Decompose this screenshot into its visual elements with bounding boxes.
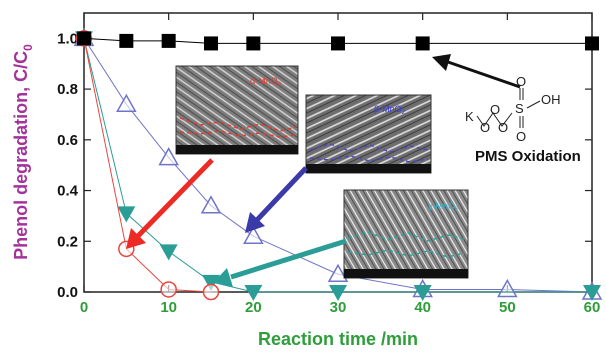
data-point-blue — [327, 263, 349, 282]
x-tick-label: 10 — [160, 299, 177, 316]
data-point-blue — [116, 93, 137, 113]
inset-label-alpha: α-MnO2 — [250, 76, 282, 88]
y-tick-labels: 0.0 0.2 0.4 0.6 0.8 1.0 — [57, 30, 79, 301]
series-line-teal — [83, 38, 592, 293]
arrow-teal — [214, 238, 347, 287]
data-point-blue — [243, 225, 264, 244]
data-point-pms — [331, 36, 345, 51]
arrow-black — [432, 54, 521, 89]
data-point-blue — [200, 195, 222, 214]
data-point-pms — [415, 36, 430, 51]
x-tick-label: 60 — [584, 299, 601, 316]
data-point-pms — [161, 33, 176, 48]
y-axis-title-subscript: 0 — [21, 44, 35, 51]
data-point-blue — [497, 278, 518, 298]
x-tick-label: 30 — [330, 299, 347, 316]
data-point-pms — [204, 36, 218, 51]
y-tick-label: 0.6 — [57, 132, 78, 149]
data-point-blue — [158, 147, 179, 166]
data-point-teal — [159, 244, 178, 261]
y-tick-label: 0.0 — [57, 284, 78, 301]
x-tick-label: 50 — [499, 299, 516, 316]
data-point-teal — [202, 274, 220, 291]
x-tick-label: 40 — [414, 299, 431, 316]
data-point-pms — [77, 31, 91, 46]
data-point-pms — [119, 33, 134, 48]
data-point-teal — [329, 285, 347, 301]
formula-oh: OH — [541, 92, 561, 107]
arrow-red — [126, 158, 214, 249]
y-tick-label: 0.8 — [57, 81, 78, 98]
y-tick-label: 0.4 — [57, 183, 79, 200]
sem-inset-beta: β-MnO2 — [305, 94, 432, 174]
formula-k: K — [465, 109, 474, 124]
sem-inset-alpha: α-MnO2 — [175, 65, 299, 155]
y-tick-label: 1.0 — [57, 30, 78, 47]
y-axis-title: Phenol degradation, C/C0 — [11, 44, 35, 260]
data-point-pms — [246, 36, 261, 51]
formula-o3: O — [498, 120, 508, 135]
sem-inset-gamma: γ-MnO2 — [343, 189, 469, 279]
inset-label-gamma: γ-MnO2 — [428, 201, 459, 213]
pms-formula: K O O O S O O OH — [465, 74, 561, 144]
formula-o1: O — [480, 120, 490, 135]
data-point-teal — [583, 285, 601, 301]
formula-o2: O — [490, 102, 500, 117]
formula-s: S — [515, 101, 524, 116]
formula-o-top: O — [516, 74, 526, 89]
x-axis-title: Reaction time /min — [258, 329, 418, 349]
x-tick-labels: 0 10 20 30 40 50 60 — [80, 299, 601, 316]
formula-o-bottom: O — [516, 129, 526, 144]
x-tick-label: 0 — [80, 299, 88, 316]
data-point-red — [202, 283, 220, 301]
arrow-blue — [245, 166, 308, 233]
data-point-teal — [117, 206, 136, 223]
data-point-pms — [585, 36, 599, 51]
data-point-red — [160, 281, 177, 298]
data-point-teal — [244, 285, 263, 301]
x-tick-label: 20 — [245, 299, 262, 316]
y-tick-label: 0.2 — [57, 233, 78, 250]
series-layer — [73, 27, 603, 301]
series-line-pms — [83, 37, 592, 44]
pms-oxidation-label: PMS Oxidation — [475, 148, 581, 165]
data-point-teal — [413, 285, 432, 301]
series-line-red — [83, 38, 212, 293]
inset-label-beta: β-MnO2 — [374, 104, 406, 116]
